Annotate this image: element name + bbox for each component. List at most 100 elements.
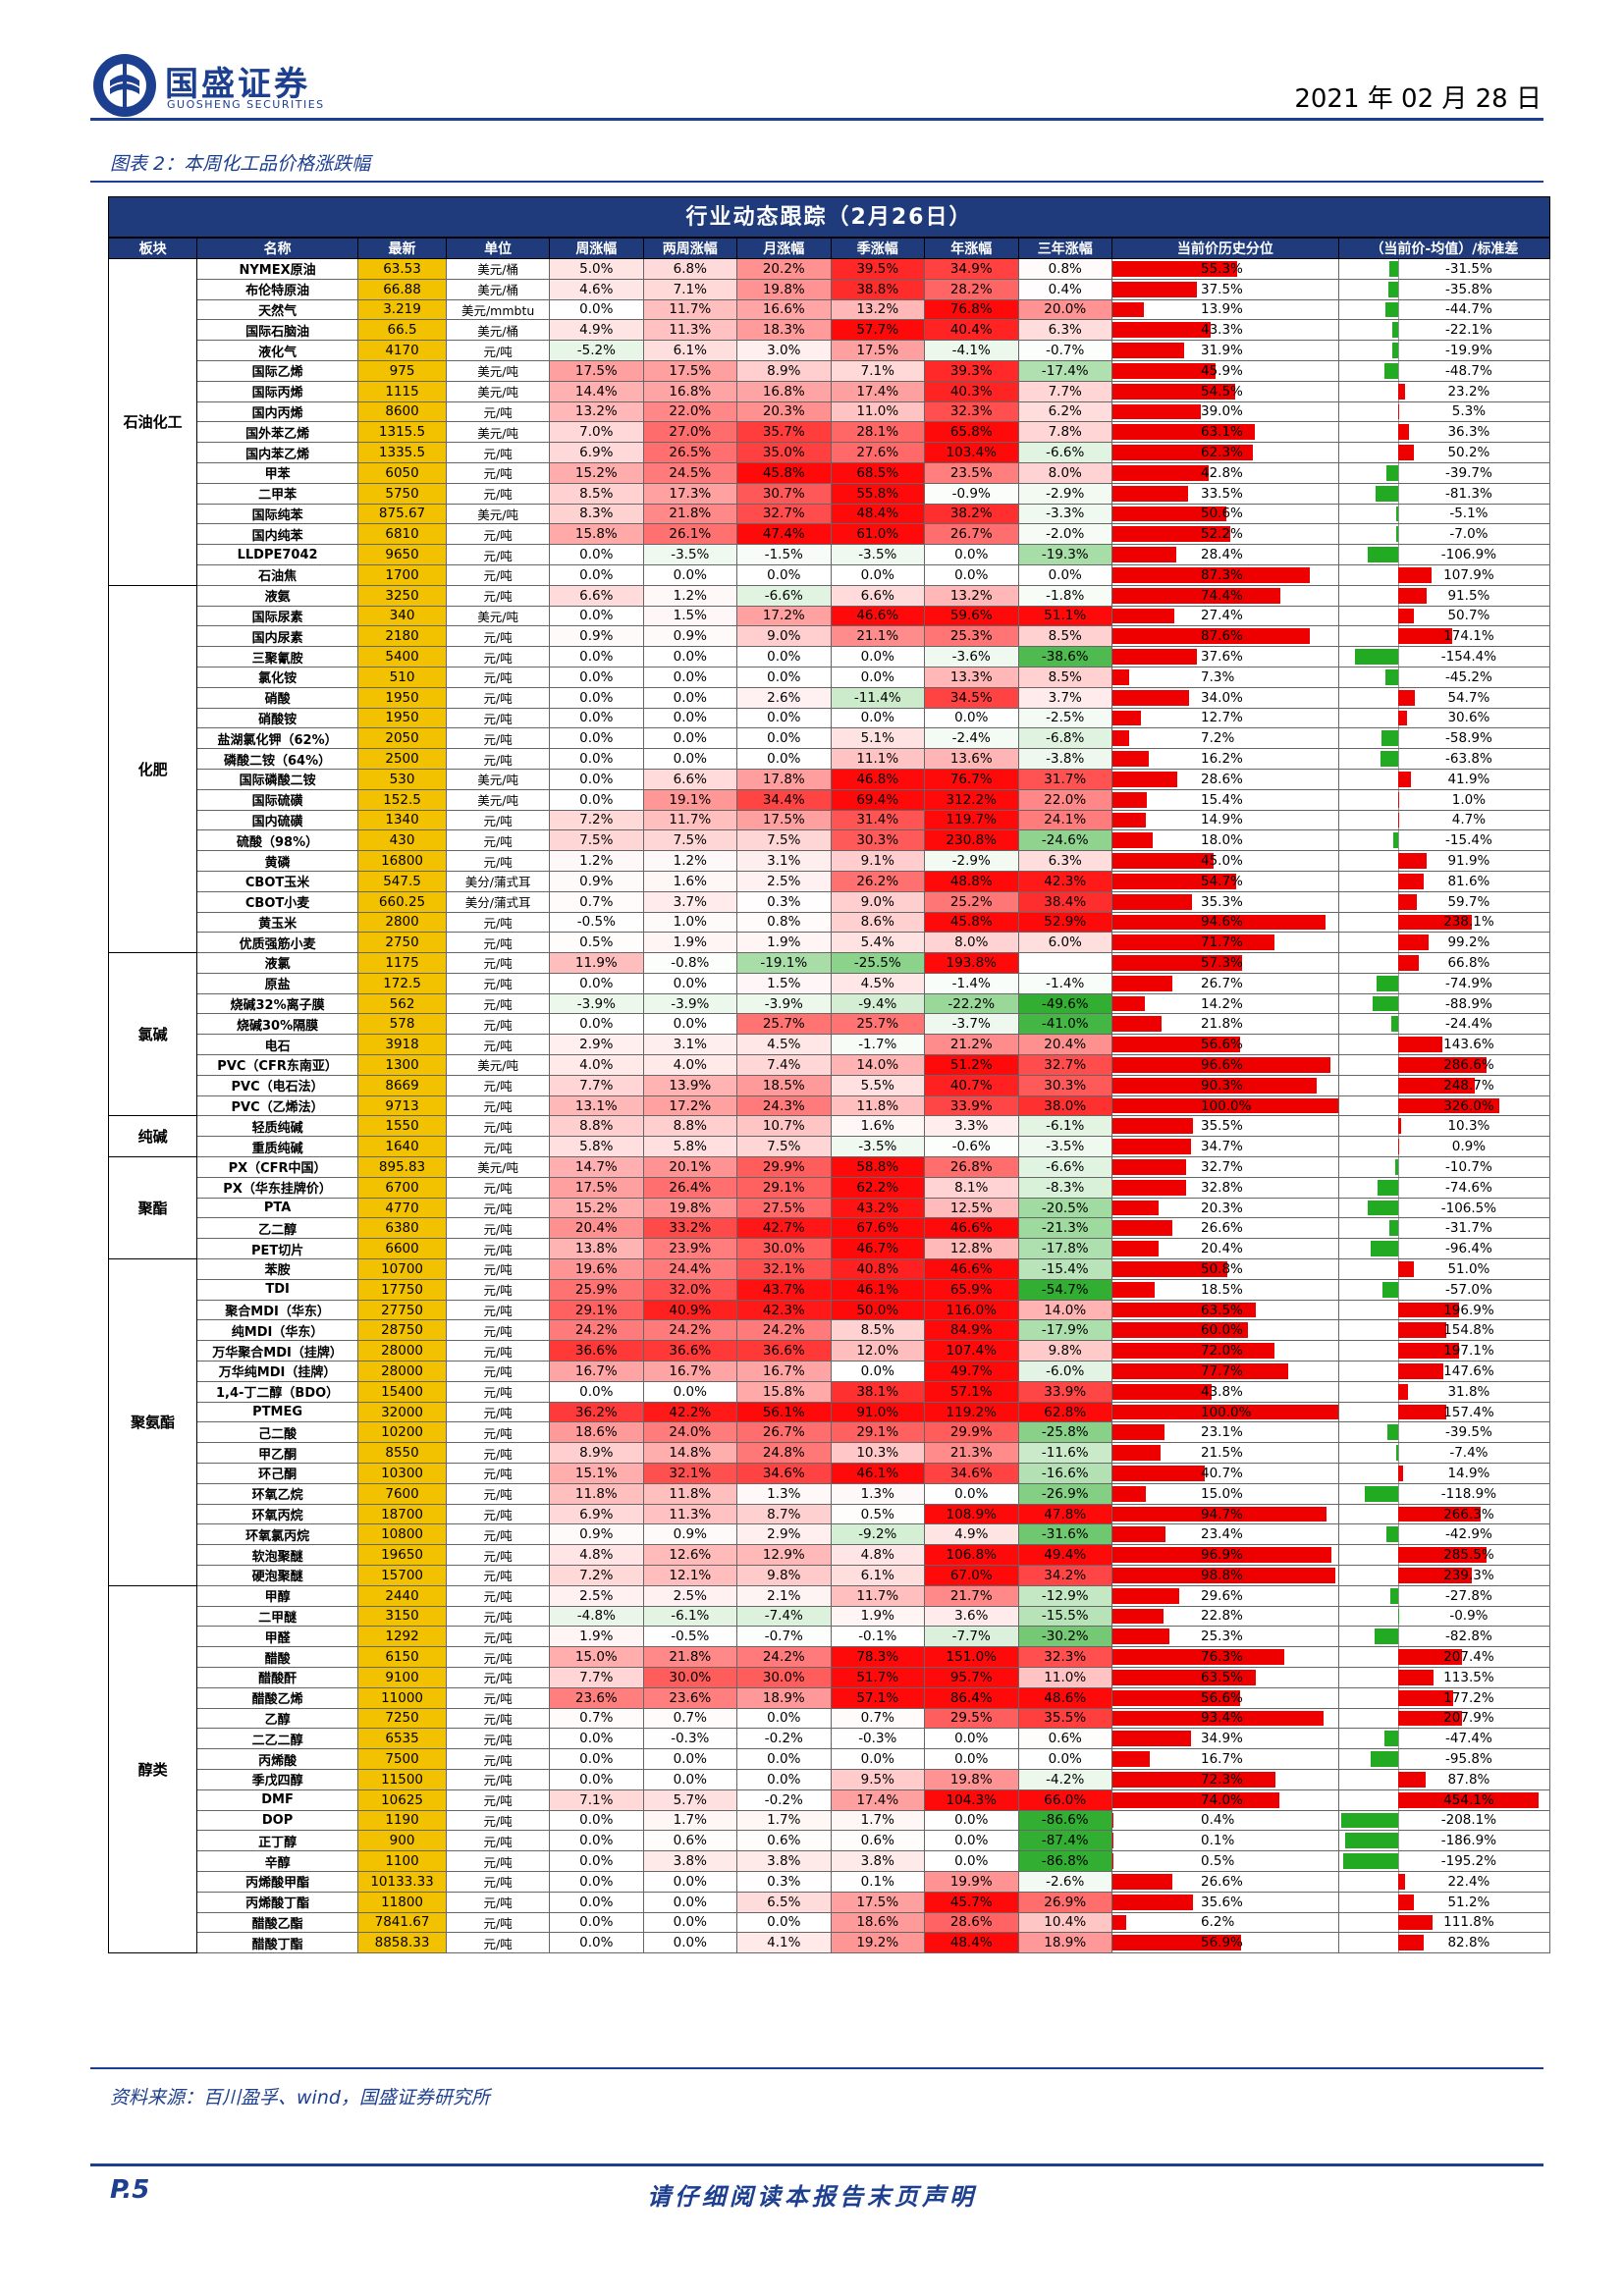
change-cell: 0.0% [642,666,738,688]
percentile-bar [1112,587,1280,604]
price-unit: 元/吨 [446,1503,551,1525]
percentile-cell: 57.3% [1110,952,1339,974]
change-cell: 20.1% [642,1156,738,1178]
change-cell: 7.1% [549,1789,644,1811]
price-unit: 元/吨 [446,1095,551,1117]
change-cell: -0.1% [830,1626,926,1648]
percentile-cell: 33.5% [1110,482,1339,505]
product-name: DOP [196,1809,358,1832]
percentile-bar [1112,791,1148,808]
change-cell: 45.7% [924,1891,1019,1913]
change-cell: -6.1% [642,1605,738,1628]
percentile-value: 37.5% [1200,281,1243,297]
zscore-value: -48.7% [1445,362,1492,379]
change-cell: 58.8% [830,1156,926,1178]
change-cell: 17.5% [736,809,832,831]
zscore-value: 454.1% [1443,1791,1494,1808]
percentile-cell: 32.7% [1110,1156,1339,1178]
zscore-cell: -31.7% [1337,1217,1551,1240]
change-cell: -5.2% [549,340,644,361]
change-cell: 0.0% [549,1013,644,1036]
percentile-cell: 34.9% [1110,1728,1339,1750]
percentile-value: 60.0% [1200,1322,1243,1339]
change-cell: 31.7% [1017,768,1112,790]
change-cell: 46.6% [924,1217,1019,1240]
change-cell: 0.0% [642,563,738,586]
change-cell: -20.5% [1017,1197,1112,1219]
change-cell: 57.1% [830,1686,926,1709]
percentile-cell: 55.3% [1110,258,1339,280]
price-unit: 元/吨 [446,1891,551,1913]
change-cell: 12.1% [642,1565,738,1586]
zscore-cell: 177.2% [1337,1686,1551,1709]
change-cell: 0.0% [549,563,644,586]
change-cell: 7.8% [1017,421,1112,444]
change-cell: 24.2% [736,1646,832,1668]
price-unit: 元/吨 [446,1278,551,1301]
price-unit: 元/吨 [446,442,551,463]
change-cell: -9.2% [830,1523,926,1546]
percentile-cell: 21.8% [1110,1013,1339,1036]
change-cell: 9.5% [830,1768,926,1790]
zscore-value: 82.8% [1447,1935,1490,1951]
price-unit: 元/吨 [446,1932,551,1954]
product-name: 磷酸二铵（64%） [196,748,358,770]
table-row: 石油化工 NYMEX原油 63.53 美元/桶 5.0% 6.8% 20.2% 39.5% 34… [107,258,1551,586]
zscore-cell: 111.8% [1337,1911,1551,1934]
change-cell: 104.3% [924,1789,1019,1811]
change-cell: 230.8% [924,829,1019,852]
zscore-cell: -31.5% [1337,258,1551,280]
table-row: 国际丙烯 1115 美元/吨 14.4% 16.8% 16.8% 17.4% 40.3% 7.7… [109,380,1551,402]
price-unit: 元/吨 [446,1584,551,1607]
zscore-cell: 36.3% [1337,421,1551,444]
change-cell: 16.8% [642,380,738,402]
zscore-value: 30.6% [1447,710,1490,726]
percentile-bar [1112,1302,1256,1318]
column-header: 周涨幅 [549,238,644,259]
zscore-value: 50.7% [1447,608,1490,624]
product-name: CBOT小麦 [196,890,358,913]
zscore-bar [1397,1873,1405,1890]
change-cell: 0.0% [549,666,644,688]
latest-price: 7841.67 [356,1911,448,1934]
percentile-cell: 100.0% [1110,1401,1339,1423]
zscore-value: -154.4% [1440,649,1497,666]
zscore-cell: -45.2% [1337,666,1551,688]
percentile-bar [1112,1629,1170,1645]
zscore-value: -35.8% [1445,281,1492,297]
price-unit: 元/吨 [446,1340,551,1362]
product-name: 黄磷 [196,850,358,872]
zscore-cell: -96.4% [1337,1238,1551,1260]
column-header: 季涨幅 [830,238,926,259]
price-unit: 美分/蒲式耳 [446,870,551,892]
change-cell: -0.3% [830,1728,926,1750]
column-header: 三年涨幅 [1017,238,1112,259]
product-name: CBOT玉米 [196,870,358,892]
zscore-bar [1397,1669,1434,1685]
percentile-value: 35.3% [1200,893,1243,910]
change-cell: 6.6% [642,768,738,790]
latest-price: 10800 [356,1523,448,1546]
product-name: 国际丙烯 [196,380,358,402]
latest-price: 9650 [356,544,448,565]
table-row: PTMEG 32000 元/吨 36.2% 42.2% 56.1% 91.0% 119.2% 6… [109,1401,1551,1423]
change-cell: 7.1% [830,359,926,382]
change-cell: 6.1% [830,1565,926,1586]
change-cell: 34.9% [924,258,1019,280]
product-name: 国际石脑油 [196,319,358,342]
change-cell: 57.7% [830,319,926,342]
change-cell: 11.8% [830,1095,926,1117]
latest-price: 4170 [356,340,448,361]
change-cell: 0.0% [642,1870,738,1893]
change-cell: 29.9% [736,1156,832,1178]
percentile-bar [1112,1485,1147,1502]
percentile-value: 87.3% [1200,566,1243,583]
table-row: 甲苯 6050 元/吨 15.2% 24.5% 45.8% 68.5% 23.5% 8.0% 42… [109,461,1551,484]
price-unit: 美元/桶 [446,319,551,342]
zscore-bar [1397,1322,1446,1339]
change-cell: 65.8% [924,421,1019,444]
column-header: 最新 [356,238,448,259]
price-unit: 元/吨 [446,911,551,934]
table-row: 醋酸酐 9100 元/吨 7.7% 30.0% 30.0% 51.7% 95.7% 11.0% 6… [109,1666,1551,1688]
change-cell: 32.1% [642,1463,738,1484]
